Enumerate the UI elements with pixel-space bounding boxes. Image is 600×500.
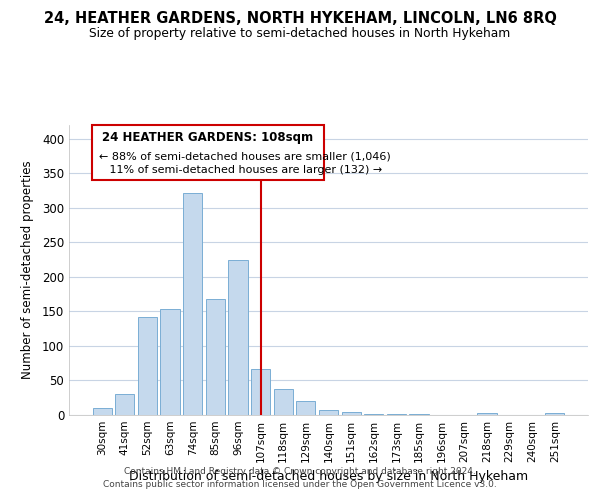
Bar (115, 394, 134, 415)
X-axis label: Distribution of semi-detached houses by size in North Hykeham: Distribution of semi-detached houses by … (129, 470, 528, 484)
FancyBboxPatch shape (92, 125, 324, 180)
Bar (341, 412, 361, 415)
Bar (206, 299, 225, 415)
Bar (319, 410, 338, 415)
Bar (477, 413, 497, 415)
Bar (92, 408, 112, 415)
Bar (296, 401, 316, 415)
Bar (409, 414, 428, 415)
Y-axis label: Number of semi-detached properties: Number of semi-detached properties (20, 160, 34, 380)
Bar (274, 389, 293, 415)
Text: Size of property relative to semi-detached houses in North Hykeham: Size of property relative to semi-detach… (89, 28, 511, 40)
Text: 24, HEATHER GARDENS, NORTH HYKEHAM, LINCOLN, LN6 8RQ: 24, HEATHER GARDENS, NORTH HYKEHAM, LINC… (44, 11, 556, 26)
Bar (251, 368, 270, 415)
Bar (364, 414, 383, 415)
Bar (387, 414, 406, 415)
Bar (138, 317, 157, 415)
Text: ← 88% of semi-detached houses are smaller (1,046): ← 88% of semi-detached houses are smalle… (99, 151, 391, 161)
Bar (545, 413, 565, 415)
Text: Contains HM Land Registry data © Crown copyright and database right 2024.
Contai: Contains HM Land Registry data © Crown c… (103, 467, 497, 489)
Text: 11% of semi-detached houses are larger (132) →: 11% of semi-detached houses are larger (… (99, 165, 382, 175)
Bar (160, 308, 180, 415)
Bar (183, 194, 202, 415)
Bar (229, 260, 248, 415)
Text: 24 HEATHER GARDENS: 108sqm: 24 HEATHER GARDENS: 108sqm (103, 130, 314, 143)
